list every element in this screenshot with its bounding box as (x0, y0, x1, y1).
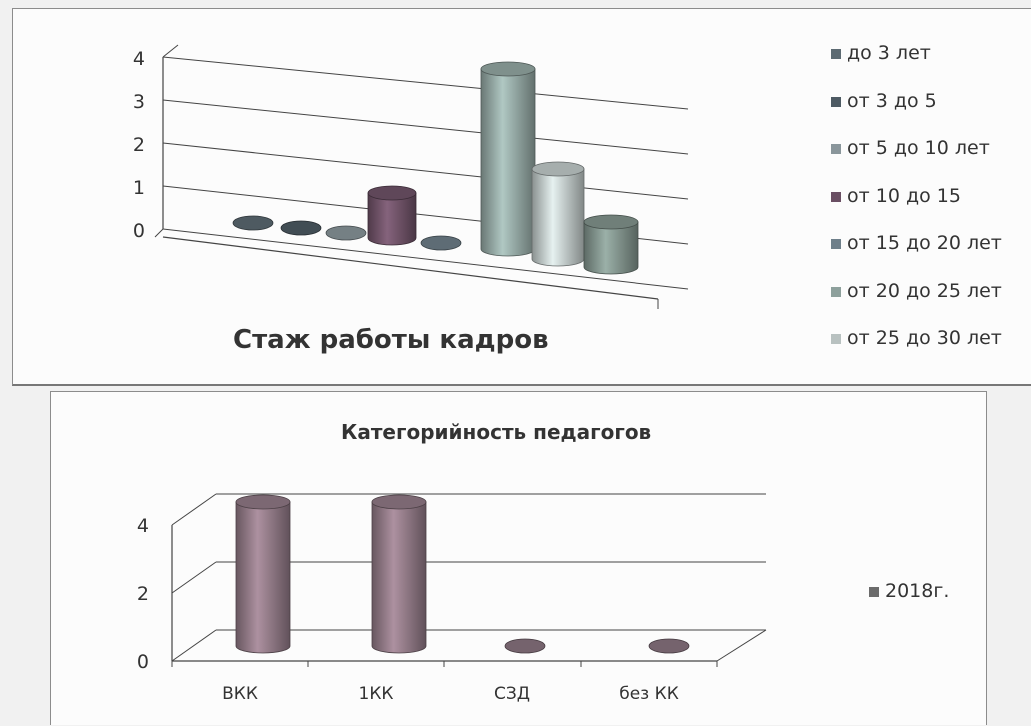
legend-item: от 25 до 30 лет (831, 327, 1002, 349)
x-tick-label: 1КК (359, 684, 394, 704)
y-tick-label: 2 (133, 134, 145, 156)
bar (648, 638, 690, 654)
categories-chart-svg: 0 2 4 ВКК 1КК СЗД без КК (137, 493, 767, 704)
gridline-side (171, 493, 217, 526)
legend-label: от 3 до 5 (847, 89, 937, 112)
bar (325, 225, 367, 241)
legend-swatch (831, 96, 841, 107)
legend-item: до 3 лет (831, 42, 931, 64)
gridline (162, 142, 689, 200)
chart-panel-categories: 0 2 4 ВКК 1КК СЗД без КК Категорийность педаго… (50, 391, 987, 725)
bar (480, 61, 536, 257)
bar (235, 494, 291, 654)
floor-front-edge (162, 236, 659, 300)
bar (420, 235, 462, 251)
legend-item: от 20 до 25 лет (831, 280, 1002, 302)
legend-item: от 15 до 20 лет (831, 232, 1002, 254)
floor-right-edge (716, 629, 767, 662)
legend-label: от 25 до 30 лет (847, 327, 1002, 349)
bar (367, 185, 417, 246)
gridline (162, 56, 689, 110)
legend-label: от 10 до 15 (847, 184, 961, 207)
x-tick-label: ВКК (222, 684, 258, 704)
gridline-side (171, 561, 217, 594)
legend-swatch (869, 587, 879, 597)
experience-chart-title: Стаж работы кадров (233, 325, 549, 355)
chart-panel-experience: 0 1 2 3 4 Стаж работы кадров до 3 лет от 3 до… (12, 8, 1031, 386)
y-tick-label: 0 (133, 220, 145, 242)
bar (371, 494, 427, 654)
bar (531, 161, 585, 267)
experience-chart-svg: 0 1 2 3 4 (133, 44, 689, 309)
legend-swatch (831, 49, 841, 59)
legend-swatch (831, 334, 841, 344)
bar (280, 220, 322, 236)
gridline (162, 228, 689, 290)
gridline-side (171, 629, 217, 662)
y-tick-label: 1 (133, 177, 145, 199)
legend-label: от 15 до 20 лет (847, 232, 1002, 254)
legend-swatch (831, 286, 841, 297)
y-tick-label: 4 (133, 48, 145, 70)
legend-label: от 20 до 25 лет (847, 279, 1002, 302)
legend-label: от 5 до 10 лет (847, 137, 990, 159)
legend-swatch (831, 191, 841, 202)
legend-item: от 3 до 5 (831, 90, 937, 112)
bar (232, 215, 274, 231)
y-tick-label: 4 (137, 515, 149, 537)
y-tick-label: 3 (133, 91, 145, 113)
bar (583, 214, 639, 275)
legend-swatch (831, 239, 841, 249)
legend-label: до 3 лет (847, 42, 931, 64)
legend-item: от 10 до 15 (831, 185, 961, 207)
top-left-edge (162, 44, 179, 58)
bar (504, 638, 546, 654)
x-tick-label: без КК (619, 684, 679, 704)
legend-item: от 5 до 10 лет (831, 137, 990, 159)
floor-left-edge (154, 228, 164, 238)
categories-chart-title: Категорийность педагогов (341, 420, 652, 444)
y-tick-label: 0 (137, 651, 149, 673)
gridline (162, 99, 689, 155)
x-tick-label: СЗД (494, 684, 530, 704)
legend-swatch (831, 144, 841, 154)
y-tick-label: 2 (137, 583, 149, 605)
legend-item: 2018г. (869, 580, 949, 602)
legend-label: 2018г. (885, 580, 950, 602)
